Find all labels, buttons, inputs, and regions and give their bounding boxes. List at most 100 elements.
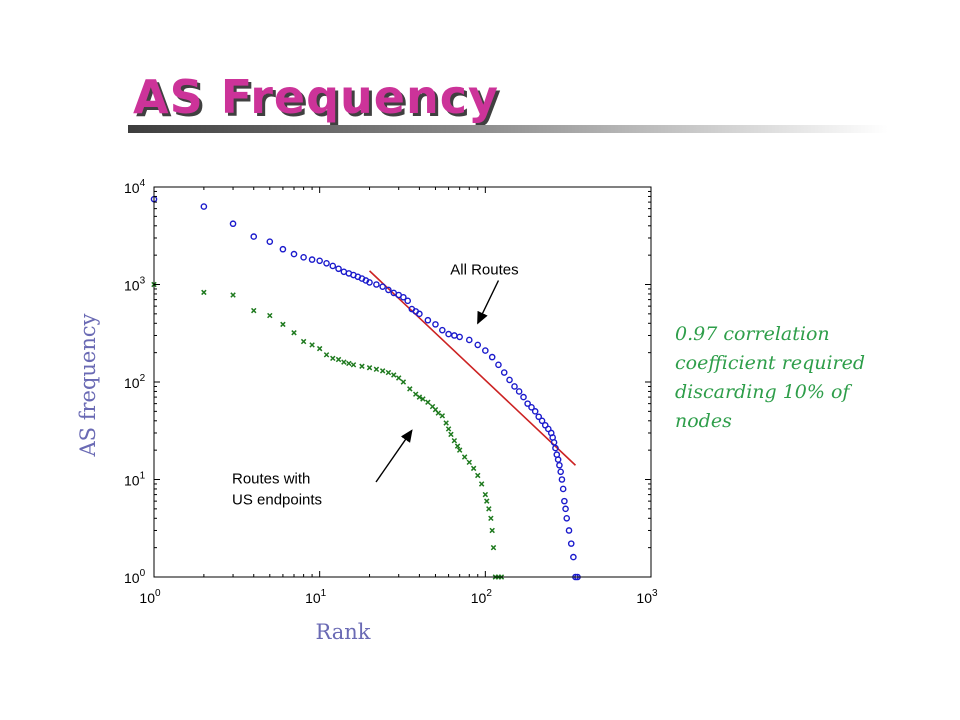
y-tick-label: 102 — [124, 373, 146, 391]
annotation-all-routes: All Routes — [450, 262, 518, 279]
data-point-all-routes — [488, 353, 496, 361]
data-point-us-endpoints — [201, 289, 207, 296]
data-point-all-routes — [300, 254, 307, 261]
data-point-all-routes — [385, 286, 392, 294]
y-tick-label: 100 — [124, 568, 146, 586]
annotation-layer: All Routes Routes with US endpoints — [232, 262, 519, 509]
data-point-all-routes — [379, 283, 386, 290]
data-point-all-routes — [200, 203, 208, 210]
data-point-all-routes — [535, 413, 543, 421]
data-point-us-endpoints — [267, 312, 273, 319]
data-point-us-endpoints — [291, 330, 297, 336]
annotation-arrow — [477, 280, 500, 325]
data-point-all-routes — [316, 257, 323, 265]
annotation-arrow — [375, 429, 413, 483]
data-point-all-routes — [561, 497, 568, 505]
data-points-layer — [150, 195, 581, 581]
correlation-note: 0.97 correlation coefficient required di… — [675, 323, 866, 432]
data-point-us-endpoints — [461, 454, 468, 460]
annotation-us-endpoints: Routes with — [232, 471, 310, 488]
data-point-us-endpoints — [439, 413, 446, 419]
data-point-all-routes — [506, 376, 513, 384]
data-point-all-routes — [456, 333, 463, 341]
data-point-all-routes — [531, 408, 539, 415]
data-point-all-routes — [515, 388, 523, 395]
y-tick-label: 101 — [124, 471, 146, 489]
data-point-us-endpoints — [478, 481, 485, 487]
data-point-all-routes — [323, 259, 330, 267]
fit-line-layer — [368, 270, 577, 466]
x-axis-label: Rank — [315, 620, 371, 644]
data-point-all-routes — [500, 369, 508, 376]
data-point-us-endpoints — [373, 366, 380, 373]
data-point-all-routes — [424, 316, 432, 324]
data-point-us-endpoints — [335, 356, 342, 363]
data-point-us-endpoints — [323, 352, 330, 358]
fit-line — [368, 270, 577, 466]
data-point-us-endpoints — [484, 498, 490, 504]
data-point-us-endpoints — [359, 363, 365, 369]
data-point-us-endpoints — [379, 368, 386, 374]
x-tick-label: 100 — [139, 588, 161, 606]
data-point-us-endpoints — [425, 399, 431, 405]
data-point-all-routes — [559, 485, 567, 493]
data-point-all-routes — [266, 238, 274, 245]
data-point-us-endpoints — [230, 292, 236, 298]
data-point-us-endpoints — [448, 431, 454, 438]
data-point-us-endpoints — [385, 369, 392, 376]
data-point-all-routes — [538, 417, 546, 425]
data-point-all-routes — [432, 321, 439, 328]
data-point-all-routes — [482, 347, 489, 354]
data-point-all-routes — [404, 297, 412, 305]
data-point-all-routes — [565, 527, 573, 534]
data-point-us-endpoints — [350, 362, 357, 368]
data-point-all-routes — [290, 250, 298, 258]
data-point-all-routes — [400, 293, 407, 301]
data-point-all-routes — [558, 476, 566, 483]
data-point-all-routes — [373, 281, 380, 288]
data-point-us-endpoints — [407, 386, 413, 392]
data-point-us-endpoints — [300, 338, 307, 345]
x-tick-label: 103 — [636, 588, 658, 606]
data-point-all-routes — [570, 553, 577, 561]
data-point-us-endpoints — [280, 321, 286, 328]
data-point-us-endpoints — [456, 447, 463, 453]
data-point-us-endpoints — [400, 379, 407, 385]
data-point-all-routes — [474, 341, 482, 349]
data-point-us-endpoints — [475, 472, 481, 479]
y-axis-label: AS frequency — [76, 313, 100, 457]
data-point-us-endpoints — [482, 491, 489, 498]
x-tick-label: 102 — [471, 588, 493, 606]
data-point-us-endpoints — [341, 359, 347, 365]
data-point-all-routes — [416, 310, 423, 318]
data-point-all-routes — [550, 439, 558, 446]
data-point-all-routes — [439, 326, 446, 334]
slide-title: AS Frequency — [133, 70, 499, 124]
title-underline — [128, 125, 888, 133]
data-point-all-routes — [495, 361, 502, 369]
data-point-all-routes — [329, 262, 337, 270]
data-point-all-routes — [511, 383, 518, 390]
data-point-all-routes — [520, 393, 527, 401]
data-point-us-endpoints — [490, 544, 497, 551]
data-point-all-routes — [366, 279, 373, 286]
data-point-all-routes — [250, 233, 258, 240]
data-point-us-endpoints — [470, 465, 477, 472]
annotation-us-endpoints: US endpoints — [232, 492, 322, 509]
data-point-all-routes — [524, 400, 531, 407]
data-point-us-endpoints — [395, 375, 402, 381]
data-point-us-endpoints — [445, 426, 452, 432]
data-point-all-routes — [279, 245, 287, 253]
data-point-us-endpoints — [251, 307, 257, 314]
data-point-all-routes — [556, 461, 563, 469]
data-point-us-endpoints — [466, 459, 473, 466]
y-tick-label: 104 — [124, 178, 146, 196]
data-point-us-endpoints — [330, 355, 336, 362]
data-point-all-routes — [554, 456, 562, 463]
data-point-all-routes — [567, 540, 575, 547]
data-point-us-endpoints — [309, 342, 315, 348]
axes-layer: 100 101 102 103 100 101 102 103 104 — [124, 178, 658, 606]
data-point-all-routes — [562, 505, 569, 513]
y-tick-label: 103 — [124, 276, 146, 294]
